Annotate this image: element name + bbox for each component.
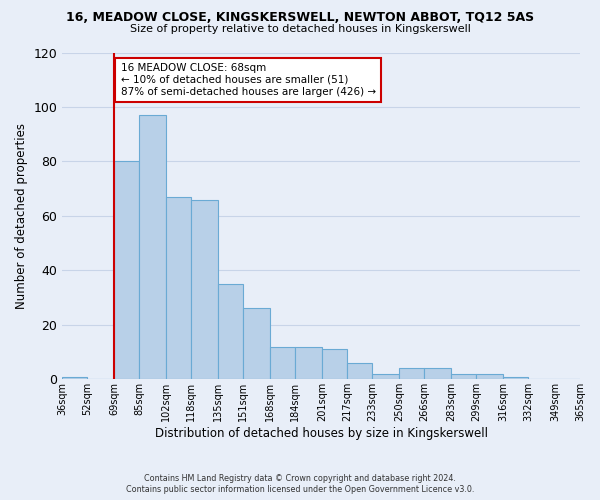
Bar (372, 374, 399, 380)
Bar (476, 374, 503, 380)
Bar (270, 346, 295, 380)
Bar (139, 115, 166, 380)
Bar (347, 363, 372, 380)
Y-axis label: Number of detached properties: Number of detached properties (15, 123, 28, 309)
Bar (218, 284, 243, 380)
X-axis label: Distribution of detached houses by size in Kingskerswell: Distribution of detached houses by size … (155, 427, 488, 440)
Bar (503, 376, 528, 380)
Text: Contains HM Land Registry data © Crown copyright and database right 2024.
Contai: Contains HM Land Registry data © Crown c… (126, 474, 474, 494)
Bar (114, 162, 139, 380)
Text: Size of property relative to detached houses in Kingskerswell: Size of property relative to detached ho… (130, 24, 470, 34)
Bar (399, 368, 424, 380)
Bar (424, 368, 451, 380)
Bar (191, 200, 218, 380)
Bar (62, 376, 88, 380)
Bar (295, 346, 322, 380)
Bar (451, 374, 476, 380)
Bar (322, 350, 347, 380)
Bar (166, 197, 191, 380)
Bar (243, 308, 270, 380)
Text: 16 MEADOW CLOSE: 68sqm
← 10% of detached houses are smaller (51)
87% of semi-det: 16 MEADOW CLOSE: 68sqm ← 10% of detached… (121, 64, 376, 96)
Text: 16, MEADOW CLOSE, KINGSKERSWELL, NEWTON ABBOT, TQ12 5AS: 16, MEADOW CLOSE, KINGSKERSWELL, NEWTON … (66, 11, 534, 24)
